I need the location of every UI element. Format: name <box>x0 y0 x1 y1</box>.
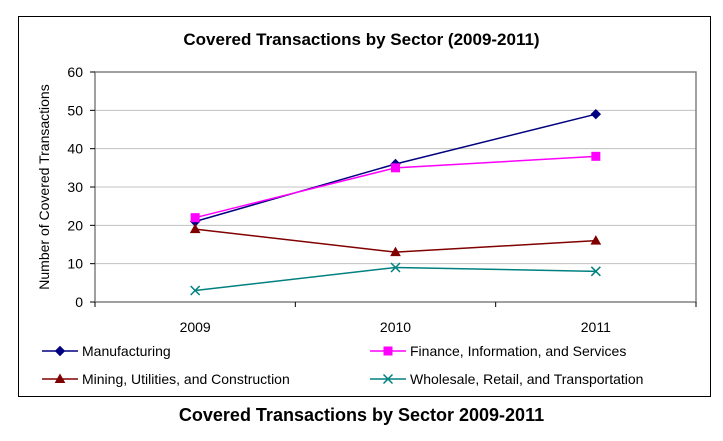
y-tick-label: 50 <box>67 102 83 118</box>
chart-frame <box>18 16 711 397</box>
data-point <box>590 235 602 245</box>
y-tick-label: 60 <box>67 64 83 80</box>
y-tick-label: 20 <box>67 217 83 233</box>
data-point <box>390 262 401 273</box>
legend-marker <box>54 373 66 383</box>
y-tick-label: 0 <box>75 294 83 310</box>
chart-title: Covered Transactions by Sector (2009-201… <box>183 30 540 49</box>
data-point <box>590 108 602 120</box>
data-point <box>590 266 601 277</box>
data-point <box>591 151 601 161</box>
x-tick-label: 2009 <box>180 319 211 335</box>
data-point <box>390 246 401 257</box>
data-point <box>190 213 200 223</box>
data-point <box>190 285 201 296</box>
series-line <box>195 266 596 292</box>
legend-marker <box>382 373 394 385</box>
figure-caption: Covered Transactions by Sector 2009-2011 <box>178 405 545 425</box>
y-tick-label: 10 <box>67 256 83 272</box>
legend-label: Wholesale, Retail, and Transportation <box>410 371 643 387</box>
legend-marker <box>383 346 393 356</box>
x-tick-label: 2011 <box>581 319 611 335</box>
y-axis-title: Number of Covered Transactions <box>36 84 52 289</box>
legend-label: Finance, Information, and Services <box>410 343 626 359</box>
legend-label: Mining, Utilities, and Construction <box>82 371 290 387</box>
legend-marker <box>54 345 66 357</box>
data-point <box>391 163 400 173</box>
y-tick-label: 40 <box>67 141 83 157</box>
legend-label: Manufacturing <box>82 343 171 359</box>
y-tick-label: 30 <box>67 179 83 195</box>
data-point <box>189 223 201 234</box>
x-tick-label: 2010 <box>380 319 411 335</box>
